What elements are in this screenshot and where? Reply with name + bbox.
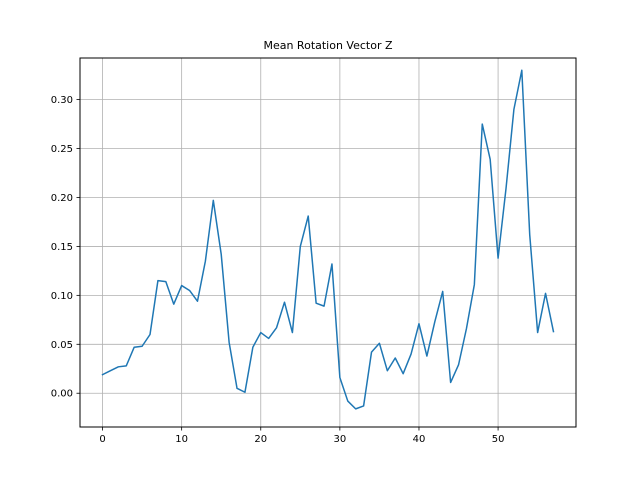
y-tick-label: 0.10 xyxy=(51,291,73,302)
x-tick-label: 40 xyxy=(413,434,426,445)
chart-title: Mean Rotation Vector Z xyxy=(263,39,393,52)
x-tick-label: 10 xyxy=(175,434,188,445)
y-tick-label: 0.15 xyxy=(51,242,73,253)
x-tick-label: 0 xyxy=(99,434,105,445)
x-tick-label: 30 xyxy=(333,434,346,445)
series-line xyxy=(101,69,555,410)
y-tick-label: 0.05 xyxy=(51,340,73,351)
y-axis: 0.00 0.05 0.10 0.15 0.20 0.25 0.30 xyxy=(51,95,80,400)
x-tick-label: 50 xyxy=(492,434,505,445)
x-tick-label: 20 xyxy=(254,434,267,445)
y-tick-label: 0.20 xyxy=(51,193,73,204)
y-tick-label: 0.00 xyxy=(51,389,73,400)
series-layer xyxy=(101,69,555,410)
y-tick-label: 0.30 xyxy=(51,95,73,106)
plot-frame xyxy=(79,57,577,428)
y-tick-label: 0.25 xyxy=(51,144,73,155)
grid-lines xyxy=(80,58,576,427)
x-axis: 0 10 20 30 40 50 xyxy=(99,427,504,445)
